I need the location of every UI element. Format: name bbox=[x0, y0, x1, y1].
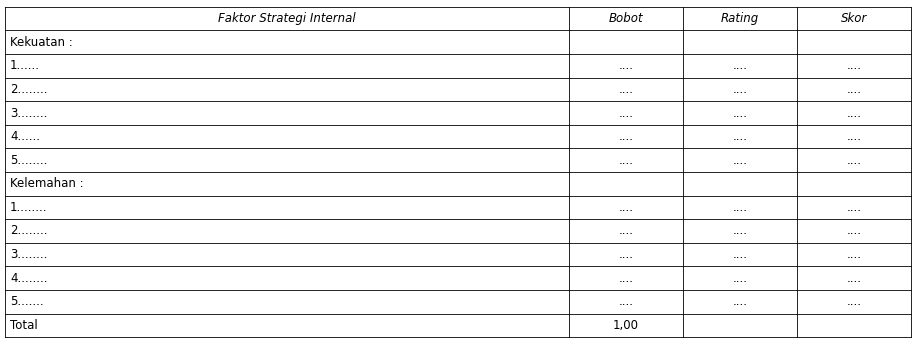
Text: ....: .... bbox=[846, 60, 862, 72]
Text: ....: .... bbox=[618, 154, 633, 167]
Text: ....: .... bbox=[846, 107, 862, 119]
Text: ....: .... bbox=[733, 248, 747, 261]
Text: 1......: 1...... bbox=[10, 60, 40, 72]
Text: ....: .... bbox=[846, 83, 862, 96]
Text: ....: .... bbox=[733, 107, 747, 119]
Text: 5........: 5........ bbox=[10, 154, 48, 167]
Text: 4........: 4........ bbox=[10, 272, 48, 284]
Text: 3........: 3........ bbox=[10, 248, 48, 261]
Text: ....: .... bbox=[733, 272, 747, 284]
Text: ....: .... bbox=[618, 248, 633, 261]
Text: ....: .... bbox=[733, 83, 747, 96]
Text: Kekuatan :: Kekuatan : bbox=[10, 36, 73, 49]
Text: ....: .... bbox=[618, 60, 633, 72]
Text: ....: .... bbox=[618, 130, 633, 143]
Text: ....: .... bbox=[846, 201, 862, 214]
Text: Skor: Skor bbox=[841, 12, 867, 25]
Text: ....: .... bbox=[846, 248, 862, 261]
Text: 3........: 3........ bbox=[10, 107, 48, 119]
Text: 4......: 4...... bbox=[10, 130, 40, 143]
Text: 2........: 2........ bbox=[10, 225, 48, 237]
Text: ....: .... bbox=[733, 225, 747, 237]
Text: 1,00: 1,00 bbox=[613, 319, 638, 332]
Text: Faktor Strategi Internal: Faktor Strategi Internal bbox=[218, 12, 355, 25]
Text: ....: .... bbox=[618, 107, 633, 119]
Text: ....: .... bbox=[618, 295, 633, 308]
Text: ....: .... bbox=[733, 201, 747, 214]
Text: Bobot: Bobot bbox=[608, 12, 643, 25]
Text: Kelemahan :: Kelemahan : bbox=[10, 177, 83, 190]
Text: Rating: Rating bbox=[721, 12, 759, 25]
Text: 2........: 2........ bbox=[10, 83, 48, 96]
Text: ....: .... bbox=[733, 295, 747, 308]
Text: ....: .... bbox=[733, 130, 747, 143]
Text: 1........: 1........ bbox=[10, 201, 48, 214]
Text: ....: .... bbox=[846, 225, 862, 237]
Text: ....: .... bbox=[846, 272, 862, 284]
Text: ....: .... bbox=[846, 154, 862, 167]
Text: ....: .... bbox=[618, 272, 633, 284]
Text: 5.......: 5....... bbox=[10, 295, 44, 308]
Text: ....: .... bbox=[618, 225, 633, 237]
Text: ....: .... bbox=[733, 60, 747, 72]
Text: ....: .... bbox=[846, 295, 862, 308]
Text: ....: .... bbox=[618, 83, 633, 96]
Text: ....: .... bbox=[846, 130, 862, 143]
Text: ....: .... bbox=[733, 154, 747, 167]
Text: Total: Total bbox=[10, 319, 38, 332]
Text: ....: .... bbox=[618, 201, 633, 214]
